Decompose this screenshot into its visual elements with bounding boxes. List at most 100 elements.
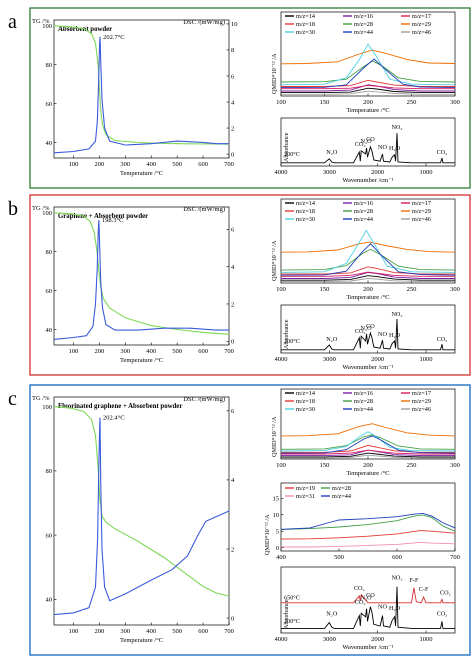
tg-x-tick-label: 700	[224, 348, 234, 355]
series-tg-line	[53, 212, 230, 335]
tg-y-tick-label: 60	[46, 288, 53, 295]
tg-x-tick-label: 600	[198, 348, 208, 355]
dsc-y-tick-label: 4	[231, 99, 235, 106]
ir-peak-label: CO₂	[437, 336, 448, 343]
ms-x-tick-label: 300	[450, 99, 460, 106]
ms2-y-tick-label: 5	[276, 529, 279, 536]
legend-label: m/z=14	[296, 200, 315, 207]
panel-letter: c	[8, 388, 17, 410]
ms-series-line	[280, 423, 456, 437]
dsc-y-tick-label: 4	[231, 477, 235, 484]
ms-series-line	[281, 449, 455, 455]
series-tg-line	[53, 25, 230, 145]
tg-y-tick-label: 40	[46, 140, 53, 147]
legend-label: m/z=30	[296, 216, 315, 223]
dsc-ylabel: DSC /(mW/mg)	[183, 19, 225, 26]
ir-temp-label: 200°C	[284, 151, 300, 158]
ir-peak-label: NO₂	[391, 575, 402, 582]
ms-x-tick-label: 100	[276, 286, 286, 293]
dsc-y-tick-label: 6	[231, 408, 235, 415]
ir-peak-label: CO₂	[355, 599, 366, 606]
ir-peak-label: N₂O	[361, 594, 373, 601]
ir-peak-label: N₂O	[361, 138, 373, 145]
ms-series-line	[281, 454, 455, 459]
legend-label: m/z=28	[354, 398, 373, 405]
tg-y-tick-label: 60	[46, 101, 53, 108]
ir-peak-label: N₂O	[361, 325, 373, 332]
ms-series-line	[281, 90, 455, 95]
ms2-series-line	[280, 514, 456, 532]
sample-label: Graphene + Absorbent powder	[58, 213, 148, 220]
ir-series-line	[281, 587, 455, 604]
dsc-peak-label: 202.7°C	[103, 34, 125, 41]
dsc-y-tick-label: 2	[231, 301, 234, 308]
tg-x-tick-label: 400	[146, 628, 156, 635]
tg-x-tick-label: 600	[198, 161, 208, 168]
ms2-y-tick-label: 10	[273, 512, 280, 519]
tg-x-tick-label: 200	[94, 161, 104, 168]
ms-x-tick-label: 200	[363, 462, 373, 469]
ir-peak-label: CO	[366, 592, 375, 599]
ir-ylabel: Absorbance	[283, 599, 290, 629]
legend-label: m/z=30	[296, 406, 315, 413]
tg-y-tick-label: 80	[46, 249, 53, 256]
ir-peak-label: N₂O	[326, 149, 338, 156]
legend-label: m/z=19	[296, 485, 315, 492]
series-tg-line	[53, 406, 230, 597]
ir-peak-label: CO₂	[355, 141, 366, 148]
ir-frame	[280, 566, 456, 634]
tg-x-tick-label: 400	[146, 348, 156, 355]
ms-series-line	[280, 434, 456, 450]
dsc-ylabel: DSC /(mW/mg)	[183, 396, 225, 403]
legend-label: m/z=16	[354, 390, 373, 397]
ir-peak-label: H₂O	[389, 332, 401, 339]
ms2-x-tick-label: 600	[392, 554, 402, 561]
ir-x-tick-label: 4000	[275, 356, 288, 363]
dsc-y-tick-label: 2	[231, 125, 234, 132]
ir-xlabel: Wavenumber /cm⁻¹	[342, 177, 393, 184]
ir-x-tick-label: 2000	[371, 169, 384, 176]
ir-red-peak-label: C-F	[419, 586, 429, 593]
legend-label: m/z=46	[412, 29, 431, 36]
legend-label: m/z=14	[296, 390, 315, 397]
ms-series-line	[280, 58, 456, 89]
legend-label: m/z=44	[332, 493, 351, 500]
legend-label: m/z=17	[412, 13, 431, 20]
legend-label: m/z=16	[354, 13, 373, 20]
ir-x-tick-label: 2000	[371, 356, 384, 363]
ir-frame	[280, 304, 456, 354]
legend-label: m/z=28	[332, 485, 351, 492]
ms-x-tick-label: 150	[320, 462, 330, 469]
ir-x-tick-label: 3000	[323, 356, 336, 363]
series-dsc-line	[53, 36, 229, 154]
ir-x-tick-label: 2000	[371, 636, 384, 643]
ir-peak-label: CO₂	[437, 149, 448, 156]
ir-xlabel: Wavenumber /cm⁻¹	[342, 644, 393, 651]
legend-label: m/z=16	[354, 200, 373, 207]
legend-label: m/z=44	[354, 29, 373, 36]
ms2-series-line	[280, 512, 456, 530]
ms-series-line	[281, 266, 455, 275]
ir-peak-label: CO₂	[355, 328, 366, 335]
tg-x-tick-label: 300	[120, 161, 130, 168]
ir-x-tick-label: 1000	[420, 356, 433, 363]
ir-red-peak-label: F-F	[409, 577, 419, 584]
legend-label: m/z=18	[296, 398, 315, 405]
legend-label: m/z=14	[296, 13, 315, 20]
tg-x-tick-label: 300	[120, 628, 130, 635]
ms-series-line	[280, 431, 456, 452]
legend-label: m/z=18	[296, 21, 315, 28]
ms2-x-tick-label: 700	[450, 554, 460, 561]
ms-x-tick-label: 200	[363, 99, 373, 106]
ms-series-line	[280, 243, 456, 276]
panel-frame	[29, 194, 471, 376]
tg-y-tick-label: 40	[46, 597, 53, 604]
ms-x-tick-label: 300	[450, 286, 460, 293]
ir-peak-label: N₂O	[326, 336, 338, 343]
ms2-y-tick-label: 15	[273, 496, 280, 503]
ir-frame	[280, 117, 456, 167]
ms-series-line	[281, 452, 455, 458]
ms-series-line	[281, 278, 455, 283]
